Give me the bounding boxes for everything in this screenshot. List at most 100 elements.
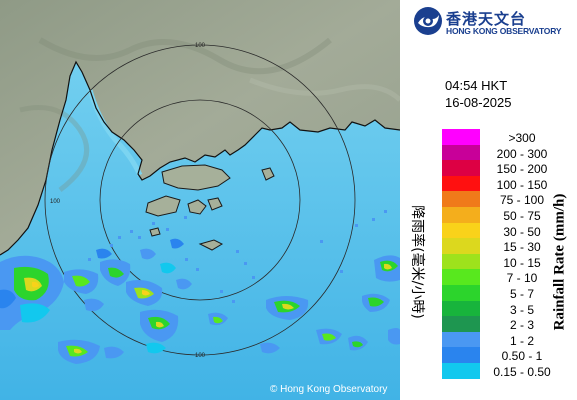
range-rings (44, 44, 356, 356)
range-ring-label: 100 (195, 353, 206, 359)
range-ring-label: 100 (195, 43, 206, 49)
legend-row: 2 - 3 (442, 316, 572, 333)
legend-color-swatch (442, 269, 480, 286)
legend-range-label: 0.50 - 1 (501, 349, 543, 364)
legend-color-swatch (442, 144, 480, 161)
legend-title-chinese: 降雨率(毫米/小時) (409, 205, 425, 319)
legend-color-swatch (442, 238, 480, 255)
legend-row: >300 (442, 129, 572, 145)
island (261, 167, 275, 181)
rain-echo (146, 342, 166, 354)
rain-echo (72, 275, 90, 287)
observatory-logo-icon (414, 7, 442, 35)
legend-panel: 香港天文台 HONG KONG OBSERVATORY 04:54 HKT 16… (400, 0, 577, 400)
legend-range-label: 7 - 10 (506, 271, 538, 286)
copyright-text: © Hong Kong Observatory (270, 384, 388, 395)
rain-echo (74, 348, 82, 354)
legend-range-label: 1 - 2 (509, 333, 535, 348)
legend-color-swatch (442, 347, 480, 364)
rain-echo (260, 342, 280, 354)
legend-row: 100 - 150 (442, 175, 572, 192)
radar-image: 100 100 100 (0, 0, 400, 400)
rain-echo (170, 238, 184, 249)
legend-row: 200 - 300 (442, 144, 572, 161)
legend-row: 75 - 100 (442, 191, 572, 208)
rain-echo (96, 248, 112, 259)
legend-range-label: 10 - 15 (503, 255, 541, 270)
rain-echo (140, 248, 156, 260)
legend-color-swatch (442, 363, 480, 379)
legend-range-label: 50 - 75 (503, 209, 541, 223)
logo-english-name: HONG KONG OBSERVATORY (446, 26, 562, 36)
legend-color-swatch (442, 331, 480, 348)
rain-echo (108, 267, 124, 278)
legend-color-swatch (442, 316, 480, 333)
rain-echo (322, 333, 336, 341)
island (187, 199, 207, 215)
rain-echo (84, 298, 104, 312)
rain-echo (282, 303, 294, 310)
legend-row: 150 - 200 (442, 160, 572, 177)
legend-row: 0.15 - 0.50 (442, 363, 572, 379)
coastline (0, 60, 400, 256)
rain-speckles (88, 210, 387, 303)
legend-range-label: >300 (508, 131, 536, 145)
legend-range-label: 100 - 150 (496, 177, 548, 192)
legend-color-swatch (442, 129, 480, 145)
legend-color-swatch (442, 285, 480, 301)
legend-row: 3 - 5 (442, 300, 572, 317)
observation-date: 16-08-2025 (445, 95, 512, 110)
legend-range-label: 2 - 3 (509, 318, 535, 333)
lantau-island (145, 195, 181, 217)
rain-echo (384, 263, 392, 270)
rain-echo (160, 262, 176, 274)
legend-row: 0.50 - 1 (442, 347, 572, 364)
land-texture (249, 77, 400, 102)
legend-color-swatch (442, 300, 480, 317)
rain-echo (156, 321, 164, 328)
land-texture (38, 37, 332, 75)
legend-color-swatch (442, 191, 480, 208)
rain-echo (20, 303, 50, 323)
legend-color-swatch (442, 175, 480, 192)
rain-echo (368, 297, 384, 307)
rain-echo (176, 278, 192, 290)
rain-echo (352, 341, 363, 348)
legend-range-label: 5 - 7 (509, 287, 535, 301)
island (198, 239, 224, 251)
hong-kong-island (161, 164, 231, 191)
legend-range-label: 75 - 100 (499, 193, 545, 208)
rain-echo (388, 328, 400, 345)
observation-time: 04:54 HKT (445, 78, 508, 93)
rain-echo (0, 289, 16, 309)
legend-row: 1 - 2 (442, 331, 572, 348)
legend-row: 5 - 7 (442, 285, 572, 301)
land-mass (0, 0, 400, 255)
legend-range-label: 200 - 300 (496, 146, 548, 161)
rain-echoes (0, 238, 400, 364)
rain-echo (142, 290, 150, 296)
radar-map: 100 100 100 (0, 0, 400, 400)
legend-range-label: 3 - 5 (509, 302, 535, 317)
legend-row: 50 - 75 (442, 207, 572, 223)
legend-title-english: Rainfall Rate (mm/h) (551, 193, 568, 331)
legend-color-swatch (442, 222, 480, 239)
rain-echo (32, 281, 39, 288)
legend-row: 10 - 15 (442, 253, 572, 270)
legend-row: 15 - 30 (442, 238, 572, 255)
legend-range-label: 30 - 50 (503, 224, 541, 239)
rain-echo (213, 316, 223, 324)
legend-color-swatch (442, 253, 480, 270)
land-texture (19, 105, 90, 192)
legend-color-swatch (442, 207, 480, 223)
rain-echo (104, 346, 124, 359)
legend-range-label: 0.15 - 0.50 (493, 365, 551, 379)
legend-row: 30 - 50 (442, 222, 572, 239)
logo-chinese-name: 香港天文台 (446, 10, 527, 28)
legend-row: 7 - 10 (442, 269, 572, 286)
legend-range-label: 15 - 30 (503, 240, 541, 255)
island (207, 197, 223, 211)
legend-color-swatch (442, 160, 480, 177)
range-ring-label: 100 (50, 199, 61, 205)
legend-range-label: 150 - 200 (496, 162, 548, 177)
